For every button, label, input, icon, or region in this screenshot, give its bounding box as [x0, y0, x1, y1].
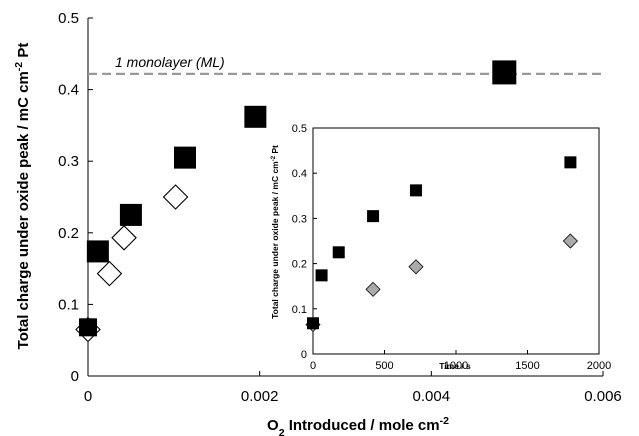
inset-x-tick-label: 0	[310, 360, 316, 372]
inset-x-tick-label: 1500	[515, 360, 539, 372]
inset-filled-square-point	[564, 156, 577, 169]
inset-filled-square-point	[332, 246, 345, 259]
inset-x-tick-label: 2000	[587, 360, 611, 372]
main-y-axis-title: Total charge under oxide peak / mC cm-2 …	[13, 43, 32, 350]
main-y-tick-label: 0.5	[58, 10, 79, 27]
main-axes: 0 0.1 0.2 0.3 0.4 0.5 0 0.002 0.004 0.006	[58, 10, 622, 405]
monolayer-reference: 1 monolayer (ML)	[88, 54, 603, 75]
inset-x-tick-label: 500	[375, 360, 393, 372]
inset-frame	[312, 127, 600, 355]
main-x-tick-label: 0.002	[241, 388, 279, 405]
main-y-tick-label: 0.2	[58, 225, 79, 242]
inset-y-tick-label: 0.5	[292, 123, 307, 135]
inset-data-marks	[305, 156, 578, 333]
inset-filled-square-point	[307, 317, 319, 330]
inset-y-axis-title: Total charge under oxide peak / mC cm-2 …	[270, 145, 280, 319]
main-open-diamond-point	[111, 225, 137, 251]
inset-y-tick-label: 0.2	[292, 259, 307, 271]
main-y-tick-label: 0.1	[58, 296, 79, 313]
inset-y-tick-label: 0.3	[292, 213, 307, 225]
main-filled-square-point	[492, 60, 517, 85]
main-y-tick-label: 0.4	[58, 82, 79, 99]
main-open-diamond-point	[96, 260, 123, 287]
inset-y-tick-label: 0.4	[292, 168, 307, 180]
main-x-tick-label: 0.006	[584, 388, 622, 405]
main-filled-square-point	[173, 146, 196, 169]
inset-x-tick-label: 1000	[444, 360, 468, 372]
inset-x-axis-title: Time / s	[439, 361, 471, 371]
main-x-tick-label: 0	[84, 388, 92, 405]
main-filled-square-point	[79, 318, 97, 337]
inset-y-tick-label: 0.1	[292, 304, 307, 316]
main-filled-square-point	[119, 203, 142, 226]
monolayer-label: 1 monolayer (ML)	[115, 54, 225, 70]
inset-y-tick-label: 0	[301, 349, 307, 361]
main-y-tick-label: 0.3	[58, 153, 79, 170]
main-filled-square-point	[244, 105, 267, 128]
main-x-tick-label: 0.004	[413, 388, 451, 405]
inset-filled-square-point	[315, 269, 328, 282]
inset-filled-square-point	[367, 210, 380, 223]
main-y-tick-label: 0	[71, 368, 79, 385]
main-data-marks	[75, 60, 517, 343]
inset-filled-square-point	[409, 184, 422, 197]
inset-axes: 0 0.1 0.2 0.3 0.4 0.5 0 500 1000 1500 2000	[292, 123, 612, 372]
main-open-diamond-point	[162, 184, 189, 210]
inset-grey-diamond-point	[562, 233, 578, 249]
main-x-axis-title: O2 Introduced / mole cm-2	[267, 415, 449, 436]
main-filled-square-point	[86, 240, 109, 263]
inset-grey-diamond-point	[408, 259, 424, 275]
inset-grey-diamond-point	[365, 281, 381, 297]
